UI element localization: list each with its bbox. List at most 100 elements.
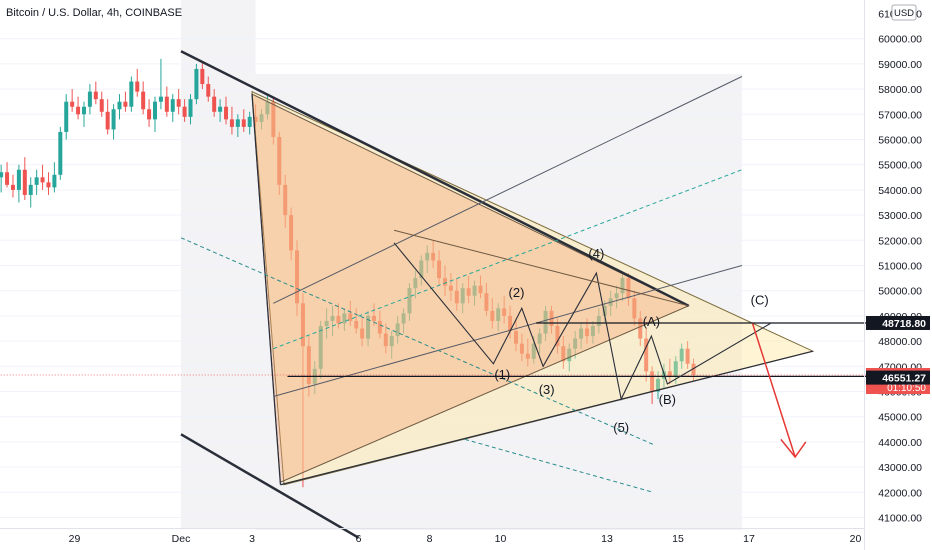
x-tick-label: 8 [427,533,433,545]
wave-label: (A) [643,314,660,329]
candle-body [158,96,163,102]
candle [614,285,619,309]
y-tick-label: 50000.00 [878,286,922,298]
candle [632,290,637,326]
candle-body [188,99,193,117]
descending-resistance-line [180,50,690,307]
lower-channel-line [180,433,360,539]
candle [638,310,643,347]
candle-body [141,91,146,110]
candle [419,255,424,286]
candle [289,207,294,261]
candle [508,305,513,339]
candle-body [419,260,424,279]
candle-body [567,348,572,362]
x-tick-label: 17 [743,533,755,545]
candle [620,273,625,301]
candle [58,126,63,180]
candle [425,245,430,274]
candle-body [99,99,104,112]
candle [383,323,388,354]
candle-body [224,106,229,120]
candle-body [407,288,412,314]
candle [324,308,329,339]
candle [52,162,57,193]
y-tick-label: 53000.00 [878,210,922,222]
candle-body [685,348,690,364]
candle [354,308,359,334]
candle [596,308,601,334]
candle-body [40,177,45,183]
candle-body [490,310,495,321]
candle-body [413,278,418,289]
x-tick-label: 3 [249,533,255,545]
y-tick-label: 60000.00 [878,34,922,46]
candle-body [324,320,329,326]
candle-body [330,315,335,321]
candle-body [442,278,447,286]
candle [0,164,4,193]
candle [295,240,300,316]
candle [490,298,495,329]
x-tick-label: 20 [850,533,862,545]
candle [70,89,75,112]
candle [147,99,152,127]
candle [93,81,98,105]
x-tick-label: 15 [672,533,684,545]
candle-body [626,278,631,299]
candle-body [147,109,152,120]
candle-body [164,96,169,112]
candle [413,270,418,299]
candle-body [431,252,436,261]
candle-body [579,328,584,339]
candle-body [389,336,394,347]
candle-body [590,325,595,337]
candle-body [448,285,453,291]
candle [235,114,240,137]
x-tick-label: Dec [172,533,191,545]
candle-body [16,169,21,190]
candle [348,300,353,326]
candle [389,331,394,359]
candle-body [573,338,578,349]
y-tick-label: 54000.00 [878,185,922,197]
currency-badge[interactable] [891,4,917,21]
wave-label: (2) [509,285,525,300]
candle-body [117,101,122,110]
x-tick-label: 13 [601,533,613,545]
candle-body [58,131,63,175]
candle [152,96,157,132]
candle-body [555,325,560,347]
y-tick-label: 59000.00 [878,59,922,71]
candle [626,273,631,306]
candle [401,308,406,334]
candle-body [200,68,205,85]
candle-body [472,285,477,296]
candle [158,58,163,110]
y-tick-label: 52000.00 [878,235,922,247]
candle [170,94,175,122]
projection-zone-channel [255,74,742,531]
wave-label: (C) [751,293,769,308]
candle [218,99,223,122]
candle-body [401,313,406,324]
candle [64,94,69,140]
candle-body [247,116,252,127]
candle [241,109,246,132]
candle-body [673,361,678,377]
candle-body [383,333,388,347]
candle [330,305,335,337]
candle-body [354,320,359,329]
y-tick-label: 43000.00 [878,462,922,474]
candle-body [602,305,607,316]
candle-body [34,177,39,185]
candle-body [691,363,696,375]
wave-label: (1) [494,367,510,382]
x-tick-label: 6 [356,533,362,545]
chart-title: Bitcoin / U.S. Dollar, 4h, COINBASE [6,7,182,19]
candle [573,331,578,359]
candle [141,81,146,115]
candle-body [129,81,134,107]
